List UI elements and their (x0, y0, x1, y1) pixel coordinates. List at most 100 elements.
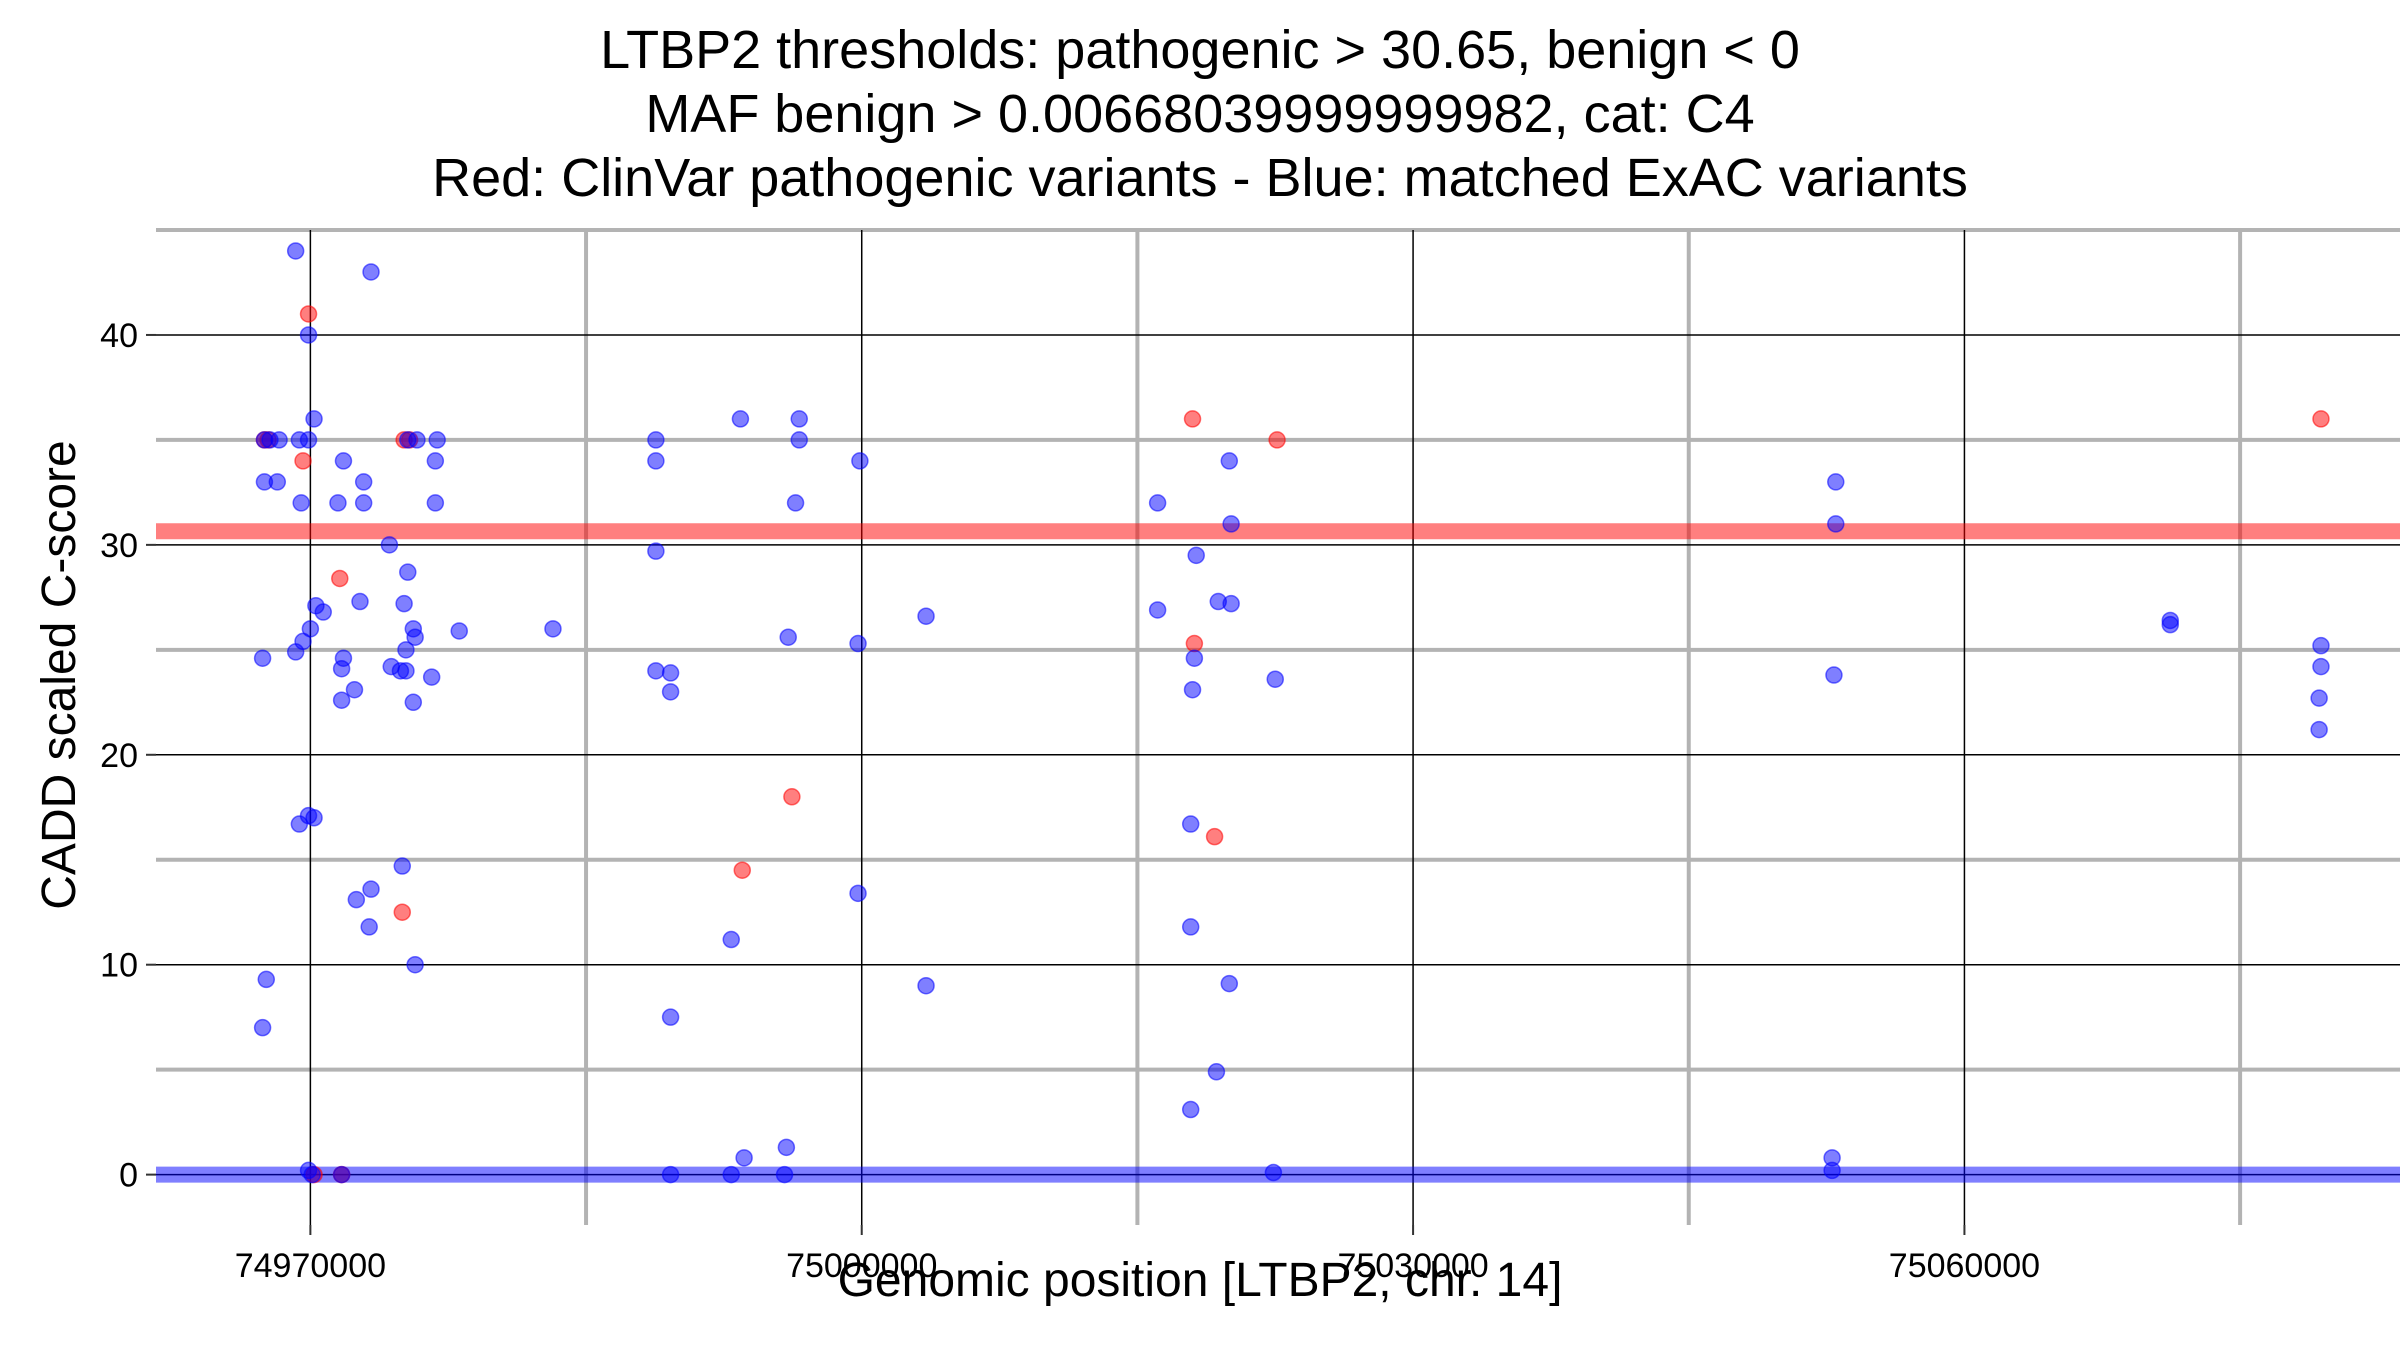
point-exac-matched (1148, 601, 1167, 619)
x-tick-label: 75000000 (786, 1247, 937, 1285)
point-exac-matched (395, 594, 413, 613)
point-exac-matched (917, 607, 935, 625)
point-exac-matched (544, 620, 562, 638)
point-exac-matched (917, 976, 935, 995)
point-exac-matched (268, 473, 287, 491)
point-exac-matched (334, 452, 353, 470)
point-exac-matched (332, 659, 351, 678)
point-exac-matched (775, 1165, 794, 1184)
point-exac-matched (347, 890, 366, 909)
y-tick-label: 30 (100, 527, 138, 565)
y-axis-label: CADD scaled C-score (33, 440, 86, 910)
point-exac-matched (849, 634, 867, 653)
point-exac-matched (286, 242, 305, 260)
point-exac-matched (286, 643, 305, 661)
point-clinvar-pathogenic (1268, 431, 1286, 449)
x-tick-label: 75060000 (1889, 1247, 2040, 1285)
point-exac-matched (790, 431, 808, 449)
point-exac-matched (2310, 720, 2328, 739)
point-exac-matched (1185, 649, 1204, 667)
point-exac-matched (257, 970, 276, 989)
point-exac-matched (851, 452, 869, 470)
point-exac-matched (253, 649, 272, 667)
point-clinvar-pathogenic (299, 305, 318, 323)
point-exac-matched (786, 494, 805, 512)
point-exac-matched (354, 473, 373, 491)
point-exac-matched (661, 1008, 680, 1026)
point-exac-matched (393, 857, 412, 875)
point-exac-matched (1827, 473, 1845, 491)
axis-ticks: 74970000 75000000 75030000 75060000 0 10 20 30 4… (100, 317, 2040, 1285)
point-exac-matched (422, 668, 441, 686)
point-exac-matched (1207, 1063, 1226, 1081)
y-tick-label: 40 (100, 317, 138, 355)
point-exac-matched (314, 603, 332, 621)
point-clinvar-pathogenic (733, 861, 752, 879)
point-exac-matched (779, 628, 797, 646)
point-exac-matched (1266, 670, 1284, 688)
point-exac-matched (2312, 636, 2330, 655)
point-exac-matched (2312, 657, 2330, 676)
point-exac-matched (1222, 515, 1240, 533)
point-exac-matched (1827, 515, 1845, 533)
point-exac-matched (270, 431, 288, 449)
point-exac-matched (722, 1165, 740, 1184)
point-exac-matched (292, 494, 310, 512)
major-gridlines (156, 230, 2400, 1225)
point-clinvar-pathogenic (331, 569, 349, 588)
point-exac-matched (722, 930, 740, 949)
point-exac-matched (397, 641, 415, 659)
point-exac-matched (735, 1149, 753, 1167)
point-exac-matched (303, 1165, 321, 1184)
point-exac-matched (360, 918, 378, 936)
point-exac-matched (404, 693, 423, 712)
point-clinvar-pathogenic (783, 788, 801, 806)
point-exac-matched (1823, 1161, 1841, 1180)
point-exac-matched (329, 494, 347, 512)
point-exac-matched (1181, 815, 1200, 833)
point-exac-matched (406, 628, 424, 646)
point-exac-matched (305, 809, 323, 827)
point-clinvar-pathogenic (294, 452, 312, 470)
point-exac-matched (1148, 494, 1167, 512)
point-exac-matched (450, 622, 468, 640)
point-exac-matched (362, 880, 380, 898)
chart-title-line-1: LTBP2 thresholds: pathogenic > 30.65, be… (600, 20, 1800, 80)
point-exac-matched (399, 563, 417, 581)
point-exac-matched (299, 431, 318, 449)
point-exac-matched (332, 1165, 351, 1184)
point-exac-matched (661, 1165, 680, 1184)
point-exac-matched (397, 662, 415, 680)
point-exac-matched (1825, 666, 1843, 684)
x-axis-label: Genomic position [LTBP2, chr. 14] (837, 1254, 1563, 1307)
point-exac-matched (408, 431, 426, 449)
point-exac-matched (2161, 615, 2180, 634)
point-exac-matched (661, 664, 680, 682)
point-clinvar-pathogenic (2312, 410, 2330, 428)
point-exac-matched (345, 680, 364, 699)
point-exac-matched (332, 691, 351, 709)
point-exac-matched (362, 263, 380, 281)
point-exac-matched (647, 662, 665, 680)
minor-gridlines (156, 228, 2400, 1225)
point-exac-matched (1220, 974, 1239, 993)
point-exac-matched (406, 955, 424, 974)
point-clinvar-pathogenic (1185, 634, 1204, 653)
point-exac-matched (1264, 1163, 1283, 1182)
point-exac-matched (849, 884, 867, 903)
point-exac-matched (1222, 594, 1240, 613)
chart-title-line-3: Red: ClinVar pathogenic variants - Blue:… (432, 148, 1968, 208)
point-exac-matched (351, 592, 369, 611)
point-exac-matched (253, 1018, 272, 1037)
point-clinvar-pathogenic (393, 903, 412, 921)
y-tick-label: 20 (100, 737, 138, 775)
threshold-bands (156, 523, 2400, 1183)
point-exac-matched (1181, 1100, 1200, 1119)
point-exac-matched (1187, 546, 1205, 565)
point-exac-matched (299, 326, 318, 344)
point-exac-matched (777, 1138, 796, 1157)
point-exac-matched (426, 452, 445, 470)
point-exac-matched (305, 410, 323, 428)
x-tick-label: 74970000 (235, 1247, 386, 1285)
